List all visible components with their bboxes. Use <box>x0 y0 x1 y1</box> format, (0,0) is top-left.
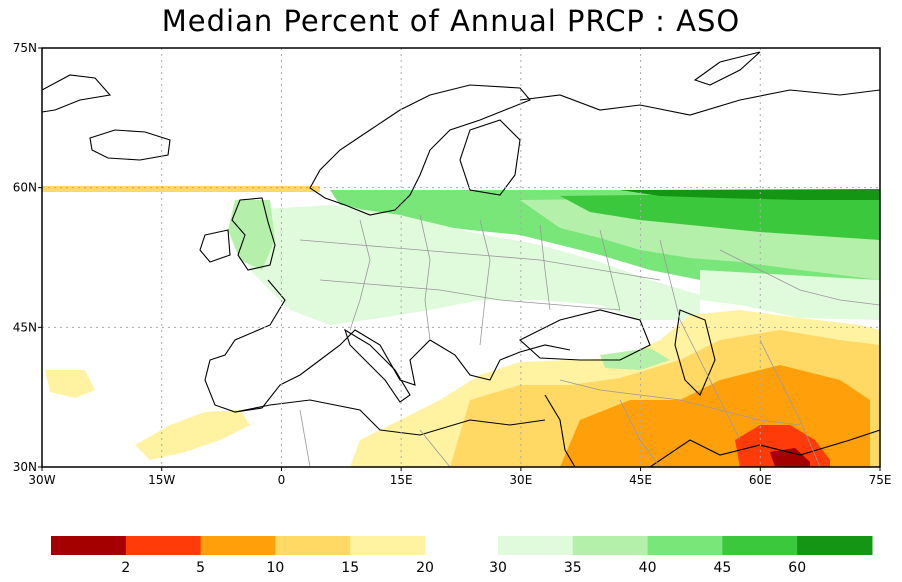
longitude-ticks: 30W 15W 0 15E 30E 45E 60E 75E <box>28 467 891 487</box>
lon-tick-label: 30E <box>509 473 532 487</box>
colorbar-segment-right-2 <box>647 536 723 555</box>
colorbar-segment-left-3 <box>275 536 351 555</box>
colorbar-segment-left-1 <box>125 536 202 555</box>
colorbar-segment-right-1 <box>572 536 649 555</box>
colorbar-label-right-4: 60 <box>788 560 806 576</box>
shade-kazakh-light <box>700 270 880 320</box>
lon-tick-label: 75E <box>869 473 892 487</box>
coast-finland <box>459 119 521 196</box>
country-borders <box>299 214 880 467</box>
coast-caspian <box>674 309 716 396</box>
plot-frame <box>41 47 881 468</box>
colorbar-label-right-3: 45 <box>713 560 731 576</box>
shade-russia-45 <box>560 192 880 240</box>
coast-kola-russia <box>519 89 880 116</box>
colorbar-segment-left-4 <box>350 536 426 555</box>
shade-north-africa <box>135 410 250 460</box>
coast-greenland <box>42 74 112 113</box>
coast-italy <box>344 328 411 403</box>
lon-tick-label: 15E <box>390 473 413 487</box>
lon-tick-label: 45E <box>629 473 652 487</box>
colorbar-label-right-2: 40 <box>639 560 657 576</box>
colorbar-label-left-0: 2 <box>121 560 130 576</box>
shade-caucasus-green <box>600 348 670 370</box>
colorbar-segment-left-0 <box>51 536 127 555</box>
lat-tick-label: 30N <box>13 460 37 474</box>
colorbar-segment-left-2 <box>200 536 276 555</box>
colorbar-label-right-1: 35 <box>564 560 582 576</box>
colorbar-label-left-4: 20 <box>416 560 434 576</box>
lat-tick-label: 45N <box>13 320 37 334</box>
lon-tick-label: 15W <box>148 473 175 487</box>
coast-norway <box>309 84 531 216</box>
coast-north-africa <box>234 399 546 436</box>
shade-central-europe <box>240 205 700 325</box>
shade-russia-60 <box>620 189 880 200</box>
colorbar-segment-right-3 <box>722 536 798 555</box>
colorbar-label-left-3: 15 <box>341 560 359 576</box>
colorbar-segment-right-4 <box>797 536 873 555</box>
colorbar-label-left-2: 10 <box>266 560 284 576</box>
shade-british-isles <box>228 200 275 270</box>
shade-iran-lt2 <box>770 448 810 467</box>
coast-ireland <box>199 229 231 263</box>
lon-tick-label: 30W <box>28 473 55 487</box>
shade-iberia-west <box>45 370 95 398</box>
lat-tick-label: 75N <box>13 41 37 55</box>
shade-scandinavia-40 <box>330 190 420 220</box>
coast-novaya <box>693 51 761 86</box>
coast-black-sea <box>519 309 651 361</box>
precipitation-shading <box>42 186 880 467</box>
colorbar-segment-right-0 <box>498 536 574 555</box>
graticule <box>42 48 880 467</box>
shade-60n-artifact <box>42 186 320 192</box>
colorbar-label-right-0: 30 <box>489 560 507 576</box>
lon-tick-label: 0 <box>278 473 286 487</box>
lon-tick-label: 60E <box>749 473 772 487</box>
colorbar-label-left-1: 5 <box>196 560 205 576</box>
coast-levant <box>544 394 576 467</box>
colorbar: 2 5 10 15 20 30 35 40 45 60 <box>51 536 873 576</box>
map-title: Median Percent of Annual PRCP : ASO <box>161 4 741 38</box>
coast-europe-west <box>204 279 571 413</box>
lat-tick-label: 60N <box>13 181 37 195</box>
latitude-ticks: 75N 60N 45N 30N <box>13 41 42 474</box>
coast-iceland <box>89 129 171 161</box>
coast-britain <box>231 197 276 271</box>
